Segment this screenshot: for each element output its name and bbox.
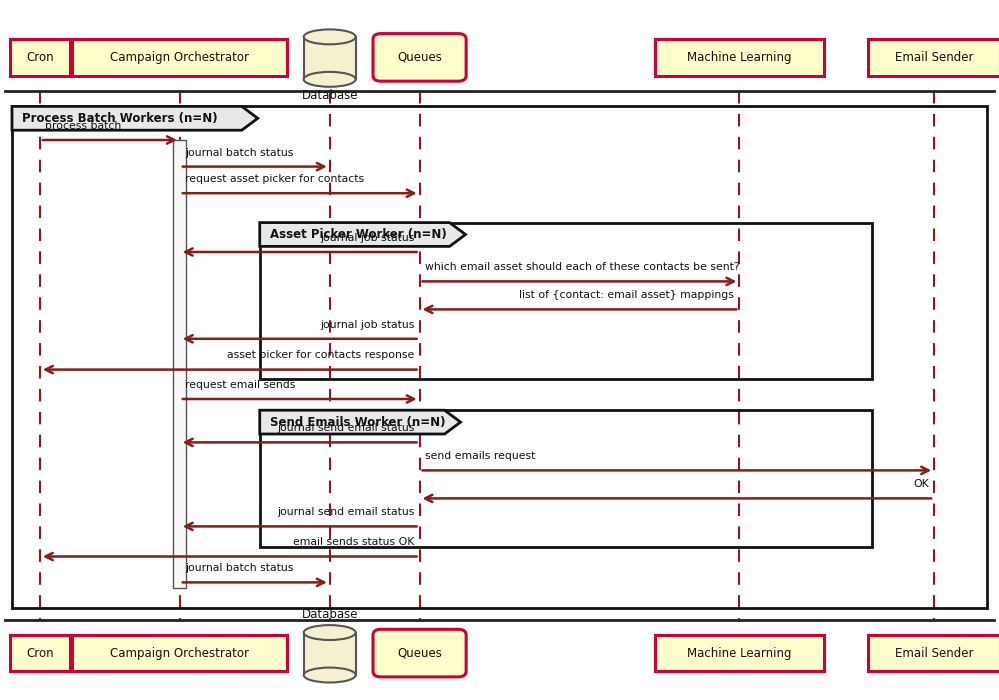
Text: journal batch status: journal batch status xyxy=(185,148,293,158)
Text: Machine Learning: Machine Learning xyxy=(687,51,791,64)
Text: journal send email status: journal send email status xyxy=(277,424,415,433)
Text: Database: Database xyxy=(302,608,358,621)
Ellipse shape xyxy=(304,72,356,87)
Polygon shape xyxy=(260,223,466,246)
Text: journal batch status: journal batch status xyxy=(185,564,293,573)
Text: Queues: Queues xyxy=(398,647,442,659)
Bar xyxy=(304,633,356,675)
Text: Asset Picker Worker (n=N): Asset Picker Worker (n=N) xyxy=(270,228,447,241)
Ellipse shape xyxy=(304,625,356,640)
Text: process batch: process batch xyxy=(45,121,121,131)
Text: Campaign Orchestrator: Campaign Orchestrator xyxy=(110,647,250,659)
FancyBboxPatch shape xyxy=(72,635,288,671)
Text: Machine Learning: Machine Learning xyxy=(687,647,791,659)
FancyBboxPatch shape xyxy=(174,140,186,588)
Text: Cron: Cron xyxy=(26,51,54,64)
Text: Campaign Orchestrator: Campaign Orchestrator xyxy=(110,51,250,64)
Text: Send Emails Worker (n=N): Send Emails Worker (n=N) xyxy=(270,416,446,428)
Bar xyxy=(304,37,356,79)
Text: journal send email status: journal send email status xyxy=(277,508,415,517)
Polygon shape xyxy=(12,106,258,130)
Text: Database: Database xyxy=(302,89,358,102)
Ellipse shape xyxy=(304,29,356,44)
FancyBboxPatch shape xyxy=(654,39,824,76)
FancyBboxPatch shape xyxy=(373,629,467,677)
Text: OK: OK xyxy=(913,480,929,489)
Text: Email Sender: Email Sender xyxy=(895,647,973,659)
FancyBboxPatch shape xyxy=(373,34,467,81)
Ellipse shape xyxy=(304,668,356,682)
Text: Queues: Queues xyxy=(398,51,442,64)
FancyBboxPatch shape xyxy=(868,635,999,671)
Text: Cron: Cron xyxy=(26,647,54,659)
Text: Process Batch Workers (n=N): Process Batch Workers (n=N) xyxy=(22,112,218,125)
Text: which email asset should each of these contacts be sent?: which email asset should each of these c… xyxy=(425,262,739,272)
Text: request asset picker for contacts: request asset picker for contacts xyxy=(185,174,364,184)
Text: journal job status: journal job status xyxy=(321,233,415,243)
Text: asset picker for contacts response: asset picker for contacts response xyxy=(228,351,415,360)
Text: request email sends: request email sends xyxy=(185,380,295,390)
Text: Email Sender: Email Sender xyxy=(895,51,973,64)
FancyBboxPatch shape xyxy=(654,635,824,671)
Text: list of {contact: email asset} mappings: list of {contact: email asset} mappings xyxy=(519,290,734,300)
Text: journal job status: journal job status xyxy=(321,320,415,330)
FancyBboxPatch shape xyxy=(868,39,999,76)
FancyBboxPatch shape xyxy=(10,39,70,76)
Text: email sends status OK: email sends status OK xyxy=(294,538,415,547)
FancyBboxPatch shape xyxy=(10,635,70,671)
Text: send emails request: send emails request xyxy=(425,452,534,461)
Polygon shape xyxy=(260,410,461,434)
FancyBboxPatch shape xyxy=(72,39,288,76)
